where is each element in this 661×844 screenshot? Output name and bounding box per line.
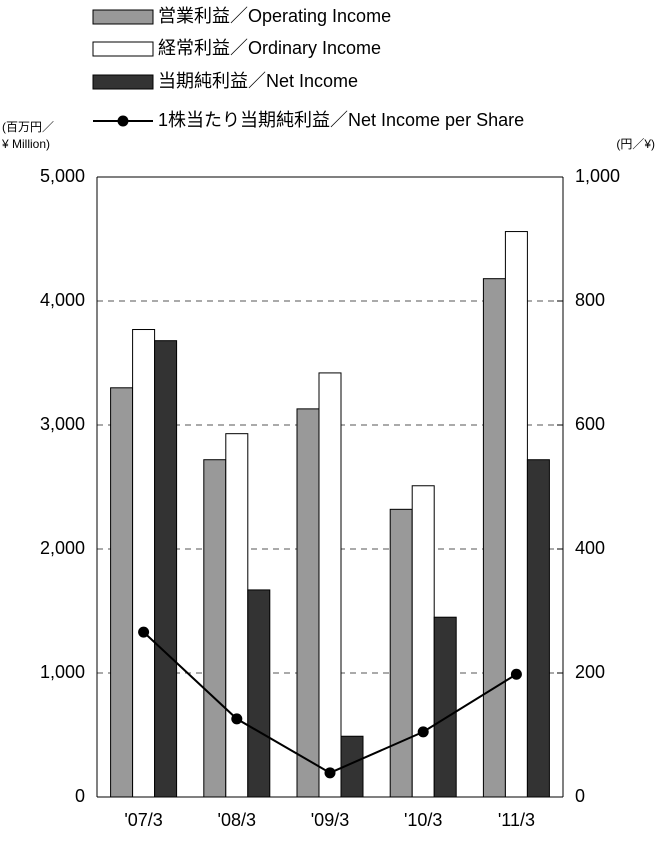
legend-label: 経常利益／Ordinary Income: [158, 38, 381, 58]
y2-tick-label: 200: [575, 662, 605, 682]
legend-label: 1株当たり当期純利益／Net Income per Share: [158, 110, 524, 130]
x-tick-label: '11/3: [498, 810, 535, 830]
x-tick-label: '08/3: [218, 810, 256, 830]
y-axis-label: ¥ Million): [1, 137, 50, 151]
line-point: [324, 767, 336, 779]
x-tick-label: '09/3: [311, 810, 349, 830]
legend-swatch: [92, 74, 154, 90]
y-tick-label: 0: [75, 786, 85, 806]
bar: [482, 278, 506, 798]
bar: [318, 372, 342, 798]
x-tick-label: '07/3: [124, 810, 162, 830]
y2-tick-label: 0: [575, 786, 585, 806]
y-tick-label: 5,000: [40, 166, 85, 186]
y-tick-label: 4,000: [40, 290, 85, 310]
bar: [154, 340, 178, 798]
bar: [247, 589, 271, 798]
line-point: [417, 726, 429, 738]
bar: [526, 459, 550, 798]
bar: [504, 231, 528, 798]
y-tick-label: 2,000: [40, 538, 85, 558]
y-axis-label: (百万円／: [2, 120, 54, 134]
line-point: [231, 713, 243, 725]
y2-tick-label: 800: [575, 290, 605, 310]
line-point: [510, 668, 522, 680]
legend-swatch-dot: [117, 115, 129, 127]
legend-swatch: [92, 9, 154, 25]
legend-label: 営業利益／Operating Income: [158, 6, 391, 26]
bar: [203, 459, 227, 798]
y-tick-label: 1,000: [40, 662, 85, 682]
legend-swatch: [92, 41, 154, 57]
y2-tick-label: 400: [575, 538, 605, 558]
y2-tick-label: 1,000: [575, 166, 620, 186]
x-tick-label: '10/3: [404, 810, 442, 830]
bar: [433, 616, 457, 798]
bar: [132, 329, 156, 798]
y2-tick-label: 600: [575, 414, 605, 434]
y2-axis-label: (円／¥): [616, 137, 655, 151]
legend-label: 当期純利益／Net Income: [158, 71, 358, 91]
bar: [225, 433, 249, 798]
line-point: [138, 626, 150, 638]
y-tick-label: 3,000: [40, 414, 85, 434]
bar: [389, 508, 413, 798]
bar: [296, 408, 320, 798]
bar: [340, 735, 364, 798]
bar: [110, 387, 134, 798]
bar: [411, 485, 435, 798]
